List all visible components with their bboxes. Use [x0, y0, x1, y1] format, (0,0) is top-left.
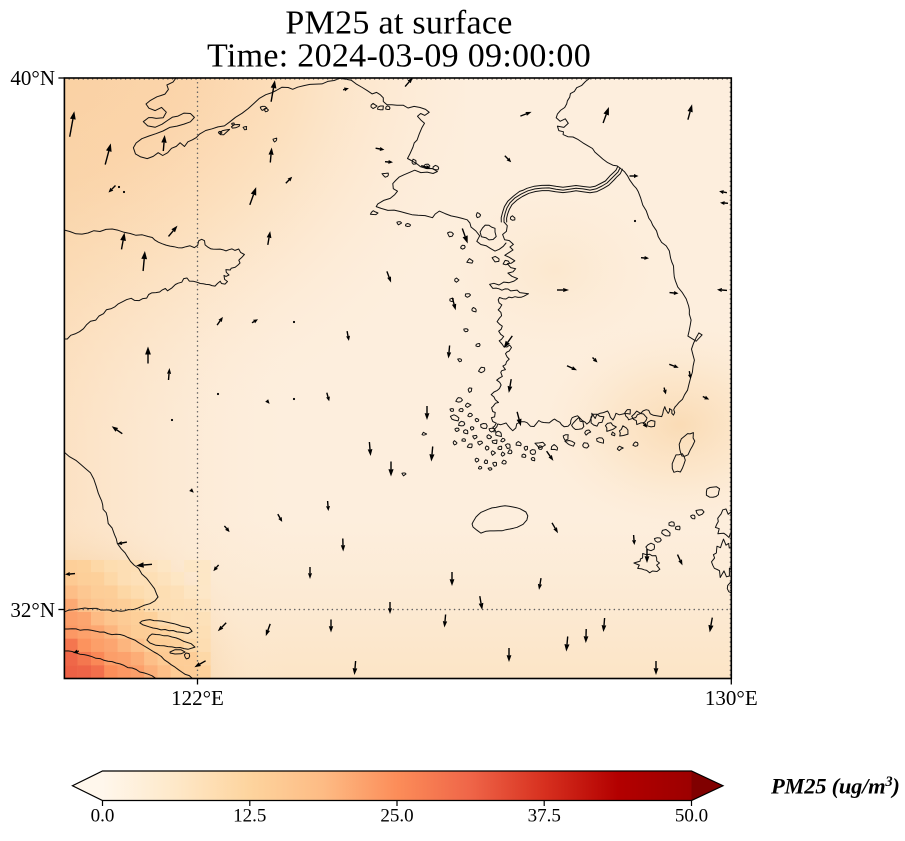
svg-text:50.0: 50.0: [675, 806, 708, 827]
svg-text:PM25 at surface: PM25 at surface: [285, 5, 512, 42]
svg-text:32°N: 32°N: [10, 598, 55, 622]
svg-text:0.0: 0.0: [91, 806, 115, 827]
svg-text:37.5: 37.5: [528, 806, 561, 827]
svg-text:Time: 2024-03-09 09:00:00: Time: 2024-03-09 09:00:00: [207, 38, 591, 75]
svg-text:122°E: 122°E: [171, 686, 224, 710]
svg-text:PM25 (ug/m3): PM25 (ug/m3): [770, 774, 900, 799]
svg-text:40°N: 40°N: [10, 66, 55, 90]
svg-text:25.0: 25.0: [380, 806, 413, 827]
svg-text:130°E: 130°E: [705, 686, 758, 710]
svg-text:12.5: 12.5: [233, 806, 266, 827]
